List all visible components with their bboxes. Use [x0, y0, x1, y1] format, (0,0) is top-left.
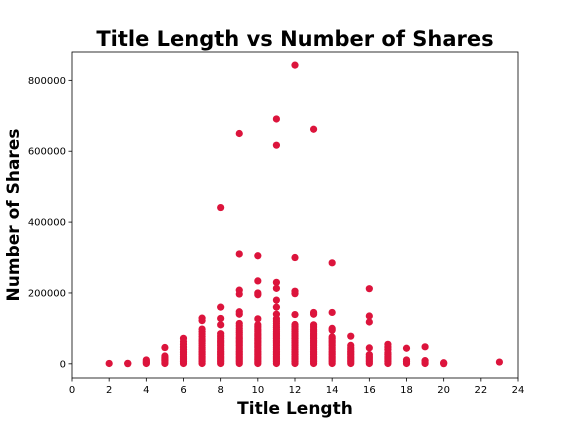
data-point [236, 130, 243, 137]
data-point [291, 321, 298, 328]
x-tick-label: 22 [474, 385, 487, 396]
data-point [329, 333, 336, 340]
data-point [236, 308, 243, 315]
data-point [329, 309, 336, 316]
data-point [236, 287, 243, 294]
data-point [403, 345, 410, 352]
data-point [198, 326, 205, 333]
data-point [273, 142, 280, 149]
data-point [143, 356, 150, 363]
data-point [273, 311, 280, 318]
data-point [198, 315, 205, 322]
data-point [236, 320, 243, 327]
x-tick-label: 20 [437, 385, 450, 396]
data-point [329, 259, 336, 266]
data-point [440, 359, 447, 366]
data-point [291, 311, 298, 318]
data-point [421, 343, 428, 350]
data-point [124, 360, 131, 367]
data-point [236, 250, 243, 257]
data-point [310, 321, 317, 328]
y-tick-label: 600000 [28, 147, 66, 158]
data-point [273, 304, 280, 311]
data-point [273, 115, 280, 122]
data-point [347, 333, 354, 340]
data-point [310, 126, 317, 133]
data-point [106, 360, 113, 367]
data-point [180, 335, 187, 342]
y-tick-label: 0 [60, 359, 66, 370]
x-tick-label: 18 [400, 385, 413, 396]
data-point [273, 296, 280, 303]
data-point [254, 289, 261, 296]
x-tick-label: 14 [326, 385, 339, 396]
data-point [291, 62, 298, 69]
data-point [254, 252, 261, 259]
data-point [161, 344, 168, 351]
data-point [291, 254, 298, 261]
y-tick-label: 800000 [28, 76, 66, 87]
y-axis-label: Number of Shares [4, 129, 24, 302]
data-point [254, 315, 261, 322]
x-tick-label: 10 [251, 385, 264, 396]
x-tick-label: 4 [143, 385, 149, 396]
data-point [217, 204, 224, 211]
x-tick-label: 2 [106, 385, 112, 396]
data-point [403, 356, 410, 363]
data-point [366, 312, 373, 319]
data-point [366, 285, 373, 292]
y-axis: 0 200000 400000 600000 800000 [28, 76, 72, 370]
data-point [217, 304, 224, 311]
data-point [496, 358, 503, 365]
x-tick-label: 6 [180, 385, 186, 396]
y-tick-label: 200000 [28, 288, 66, 299]
x-axis-label: Title Length [237, 399, 353, 419]
data-point [273, 279, 280, 286]
chart-title: Title Length vs Number of Shares [96, 27, 493, 51]
x-tick-label: 0 [69, 385, 75, 396]
data-points [106, 62, 503, 368]
data-point [384, 341, 391, 348]
y-tick-label: 400000 [28, 218, 66, 229]
data-point [329, 325, 336, 332]
x-tick-label: 12 [289, 385, 302, 396]
x-tick-label: 8 [217, 385, 223, 396]
data-point [366, 344, 373, 351]
data-point [161, 352, 168, 359]
data-point [347, 342, 354, 349]
data-point [310, 309, 317, 316]
data-point [366, 351, 373, 358]
data-point [217, 321, 224, 328]
data-point [291, 288, 298, 295]
data-point [217, 315, 224, 322]
data-point [421, 357, 428, 364]
x-axis: 0 2 4 6 8 10 12 14 16 18 20 22 24 [69, 378, 525, 396]
data-point [217, 330, 224, 337]
data-point [254, 277, 261, 284]
x-tick-label: 24 [512, 385, 525, 396]
x-tick-label: 16 [363, 385, 376, 396]
